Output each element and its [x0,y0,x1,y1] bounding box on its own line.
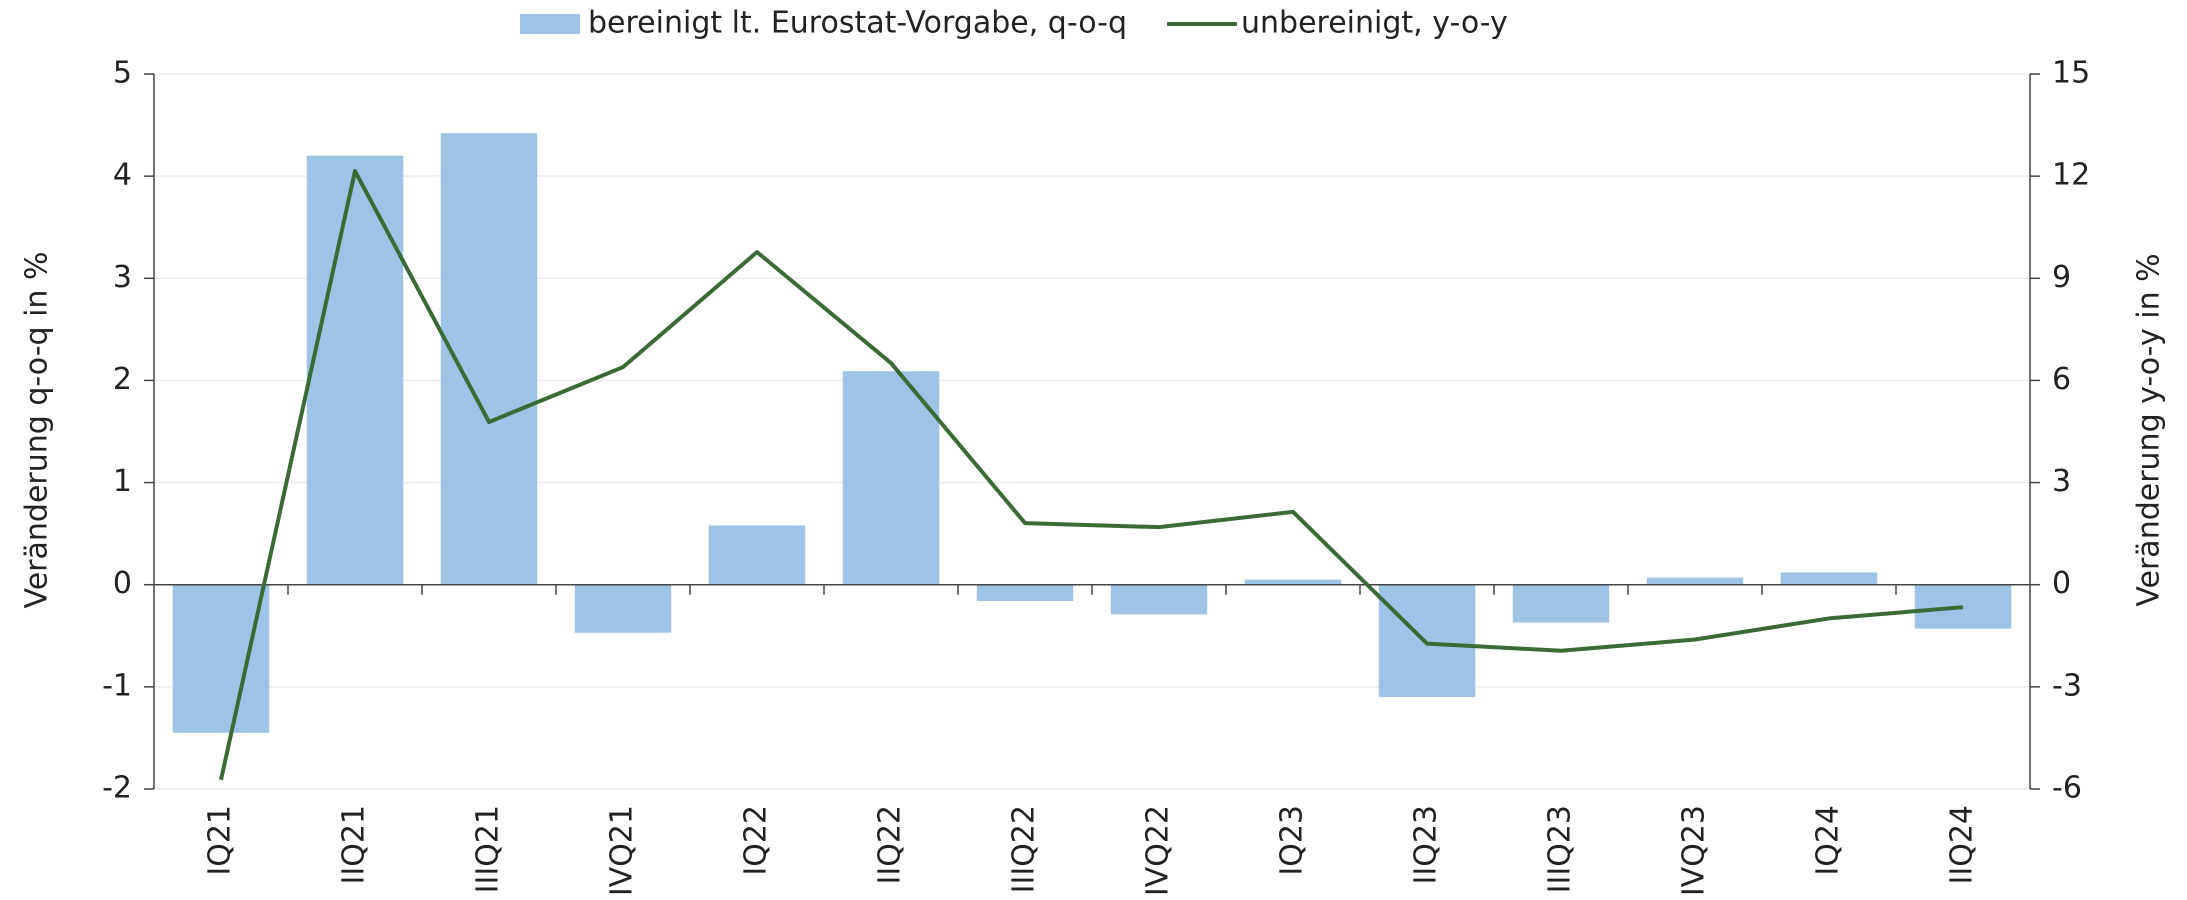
x-tick-label: IIQ22 [873,805,908,884]
bar [172,584,270,733]
y-tick-label: 1 [113,464,132,499]
x-tick-label: IVQ23 [1677,805,1712,896]
bar [574,584,672,633]
y2-tick-label: 6 [2052,362,2071,397]
x-tick-label: IIQ21 [337,805,372,884]
y-tick-label: 5 [113,56,132,91]
bar [976,584,1074,602]
bar [1110,584,1208,615]
y-tick-label: -1 [102,668,132,703]
x-tick-label: IIIQ22 [1007,805,1042,893]
x-tick-label: IVQ21 [605,805,640,896]
legend-label: bereinigt lt. Eurostat-Vorgabe, q-o-q [588,6,1127,41]
y-tick-label: 2 [113,362,132,397]
y2-tick-label: 9 [2052,260,2071,295]
x-tick-label: IQ23 [1275,805,1310,876]
x-tick-label: IIQ23 [1409,805,1444,884]
x-tick-label: IIIQ23 [1543,805,1578,893]
x-tick-label: IIQ24 [1945,805,1980,884]
x-tick-label: IQ22 [739,805,774,876]
x-tick-label: IVQ22 [1141,805,1176,896]
y2-tick-label: -3 [2052,668,2082,703]
bar [1646,577,1744,585]
x-tick-label: IQ21 [203,805,238,876]
bar [842,371,940,585]
bar [1914,584,2012,629]
y-tick-label: 0 [113,566,132,601]
y2-tick-label: -6 [2052,771,2082,806]
y2-tick-label: 15 [2052,56,2090,91]
y2-tick-label: 3 [2052,464,2071,499]
y-tick-label: 4 [113,158,132,193]
x-tick-label: IIIQ21 [471,805,506,893]
y-tick-label: -2 [102,771,132,806]
legend-label: unbereinigt, y-o-y [1241,6,1508,41]
legend-swatch [520,14,580,34]
x-tick-label: IQ24 [1811,805,1846,876]
y2-tick-label: 12 [2052,158,2090,193]
bar [1512,584,1610,623]
y2-tick-label: 0 [2052,566,2071,601]
bar [1244,579,1342,585]
bar [306,155,404,585]
line [219,169,1964,781]
bar [708,525,806,585]
bar [1780,572,1878,585]
y-axis-label: Veränderung q-o-q in % [20,252,55,609]
y-tick-label: 3 [113,260,132,295]
y2-axis-label: Veränderung y-o-y in % [2132,253,2167,606]
